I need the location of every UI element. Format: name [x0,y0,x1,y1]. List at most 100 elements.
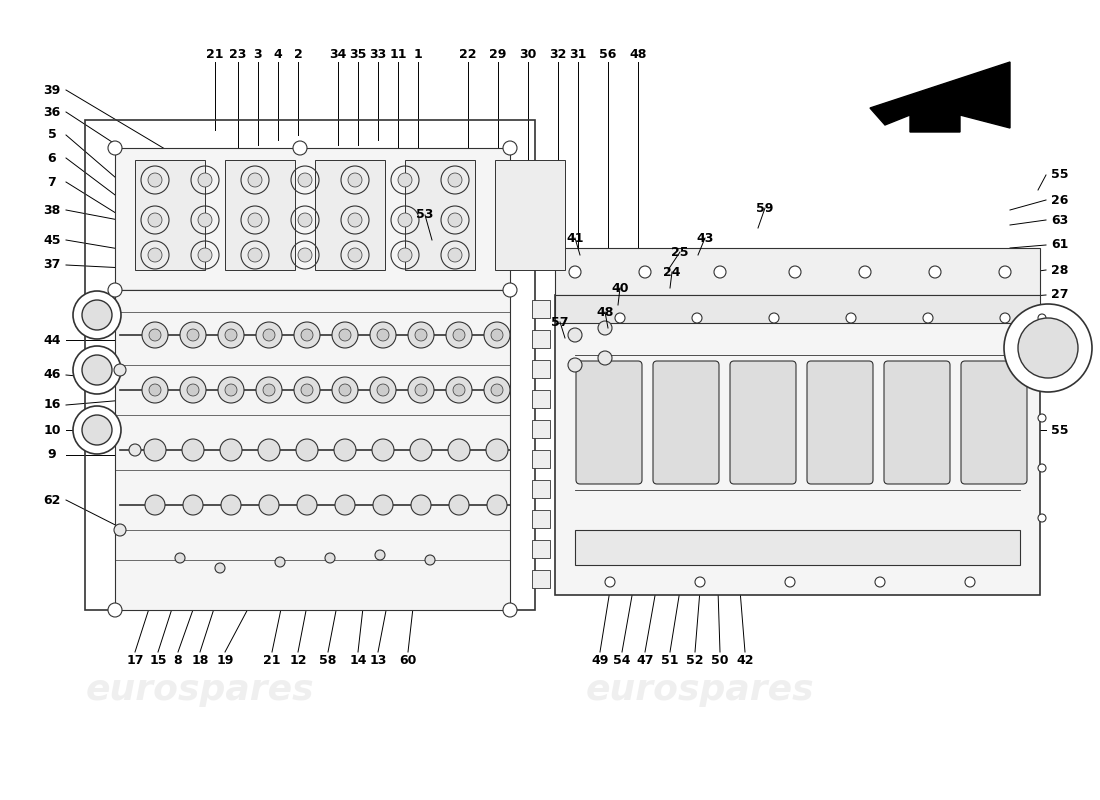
Bar [532,390,550,408]
Bar [405,160,475,270]
Text: 12: 12 [289,654,307,666]
Circle shape [82,355,112,385]
FancyBboxPatch shape [884,361,950,484]
Circle shape [1038,314,1046,322]
Text: 31: 31 [570,49,586,62]
Circle shape [446,322,472,348]
Circle shape [859,266,871,278]
Bar [532,480,550,498]
Circle shape [183,495,204,515]
Text: 19: 19 [217,654,233,666]
Text: 26: 26 [1052,194,1069,206]
Circle shape [324,553,336,563]
Circle shape [187,384,199,396]
Circle shape [148,329,161,341]
Circle shape [73,346,121,394]
Text: 1: 1 [414,49,422,62]
Circle shape [263,384,275,396]
Bar [532,570,550,588]
Circle shape [398,248,412,262]
Text: 44: 44 [43,334,60,346]
Circle shape [1038,414,1046,422]
FancyBboxPatch shape [653,361,719,484]
Circle shape [108,141,122,155]
Circle shape [294,322,320,348]
FancyBboxPatch shape [807,361,873,484]
Text: 32: 32 [549,49,566,62]
Circle shape [114,524,126,536]
Text: 56: 56 [600,49,617,62]
Text: 43: 43 [696,231,714,245]
Circle shape [226,329,236,341]
Circle shape [448,248,462,262]
Text: 59: 59 [757,202,773,214]
Circle shape [408,377,435,403]
Bar [315,160,385,270]
Circle shape [1018,318,1078,378]
Circle shape [639,266,651,278]
Text: 45: 45 [43,234,60,246]
Circle shape [370,322,396,348]
Circle shape [218,377,244,403]
Circle shape [108,283,122,297]
Circle shape [375,550,385,560]
Text: 4: 4 [274,49,283,62]
Circle shape [348,213,362,227]
Text: 10: 10 [43,423,60,437]
Circle shape [448,213,462,227]
Circle shape [248,248,262,262]
Circle shape [453,329,465,341]
Text: 36: 36 [43,106,60,118]
Text: 34: 34 [329,49,346,62]
Bar [85,120,535,610]
Circle shape [256,322,282,348]
Text: 54: 54 [614,654,630,666]
Circle shape [453,384,465,396]
Circle shape [142,322,168,348]
Text: 40: 40 [612,282,629,294]
Bar [135,160,205,270]
Text: 16: 16 [43,398,60,411]
Circle shape [144,439,166,461]
Circle shape [695,577,705,587]
Circle shape [198,248,212,262]
Text: eurospares: eurospares [86,673,315,707]
Circle shape [148,213,162,227]
Circle shape [491,329,503,341]
Circle shape [503,141,517,155]
Circle shape [785,577,795,587]
Text: 9: 9 [47,449,56,462]
Circle shape [965,577,975,587]
Circle shape [180,322,206,348]
Circle shape [214,563,225,573]
Text: 39: 39 [43,83,60,97]
Bar [532,420,550,438]
Text: 57: 57 [551,315,569,329]
Circle shape [258,439,280,461]
Text: 28: 28 [1052,263,1069,277]
Circle shape [348,173,362,187]
Circle shape [275,557,285,567]
Circle shape [377,384,389,396]
Circle shape [298,213,312,227]
Circle shape [484,322,510,348]
Text: 11: 11 [389,49,407,62]
Text: 30: 30 [519,49,537,62]
Circle shape [446,377,472,403]
Circle shape [73,291,121,339]
Text: 46: 46 [43,369,60,382]
Text: 47: 47 [636,654,653,666]
Circle shape [1038,514,1046,522]
Text: 42: 42 [736,654,754,666]
Circle shape [425,555,435,565]
Text: 33: 33 [370,49,386,62]
Text: 23: 23 [229,49,246,62]
Circle shape [301,329,314,341]
Circle shape [923,313,933,323]
Circle shape [334,439,356,461]
Text: 53: 53 [416,209,433,222]
Text: 25: 25 [671,246,689,258]
Text: 13: 13 [370,654,387,666]
Circle shape [410,439,432,461]
Circle shape [73,406,121,454]
